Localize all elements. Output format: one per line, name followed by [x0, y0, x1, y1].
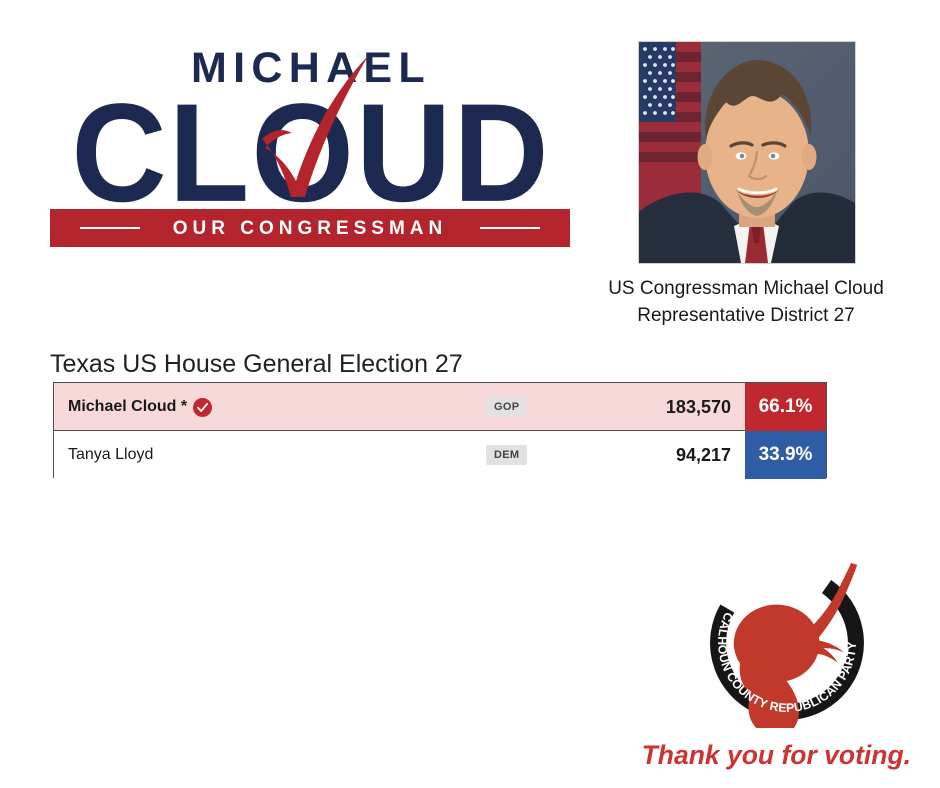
svg-text:OUR CONGRESSMAN: OUR CONGRESSMAN — [173, 218, 448, 239]
